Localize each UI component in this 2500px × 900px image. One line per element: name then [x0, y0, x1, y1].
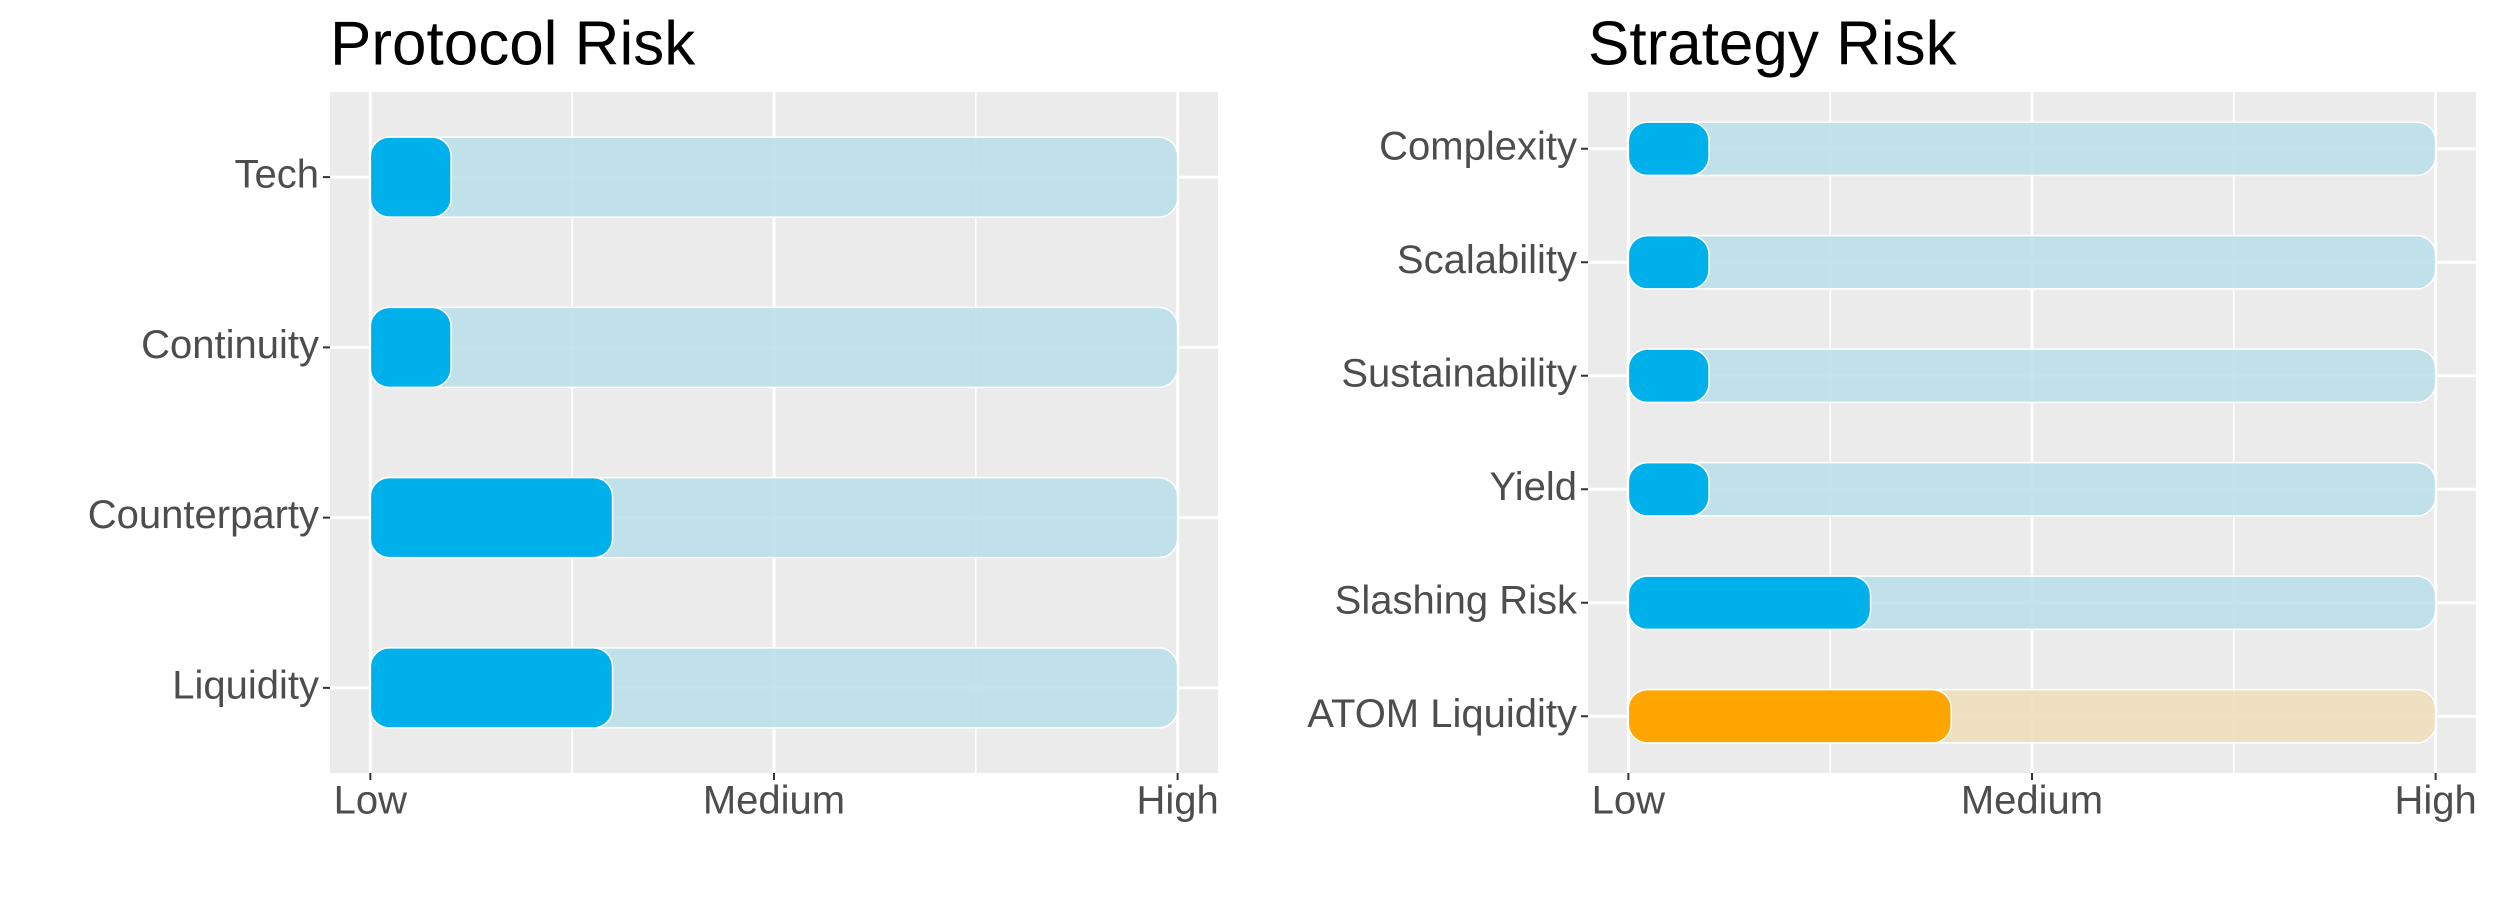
x-tick-label: Low: [334, 779, 407, 823]
bar: [1627, 234, 1710, 290]
bar: [369, 306, 452, 389]
bar: [369, 136, 452, 218]
bar: [369, 476, 614, 559]
x-tick-label: Medium: [703, 779, 845, 823]
x-tick-label: Low: [1592, 779, 1665, 823]
bar: [1627, 688, 1953, 744]
x-tick-label: High: [2395, 779, 2477, 823]
bar: [1627, 121, 1710, 177]
bar: [1627, 461, 1710, 517]
bar: [369, 647, 614, 729]
y-tick-label: Counterparty: [88, 493, 319, 537]
y-tick-label: Slashing Risk: [1335, 578, 1578, 622]
bar-track: [1627, 348, 2437, 404]
bar-track: [1627, 461, 2437, 517]
y-tick-label: Sustainability: [1341, 351, 1577, 395]
y-tick-label: ATOM Liquidity: [1307, 692, 1577, 736]
x-tick-label: Medium: [1961, 779, 2103, 823]
chart-title: Strategy Risk: [1588, 9, 1958, 78]
y-tick-label: Liquidity: [172, 663, 319, 707]
y-tick-label: Complexity: [1379, 124, 1577, 168]
bar-track: [369, 136, 1179, 218]
x-tick-label: High: [1137, 779, 1219, 823]
bar-track: [369, 306, 1179, 389]
y-tick-label: Scalability: [1397, 238, 1577, 282]
y-tick-label: Yield: [1490, 465, 1577, 509]
y-tick-label: Continuity: [141, 323, 319, 367]
bar-track: [1627, 121, 2437, 177]
chart-title: Protocol Risk: [330, 9, 696, 78]
bar: [1627, 575, 1872, 631]
bar-track: [1627, 234, 2437, 290]
y-tick-label: Tech: [235, 153, 320, 197]
bar: [1627, 348, 1710, 404]
